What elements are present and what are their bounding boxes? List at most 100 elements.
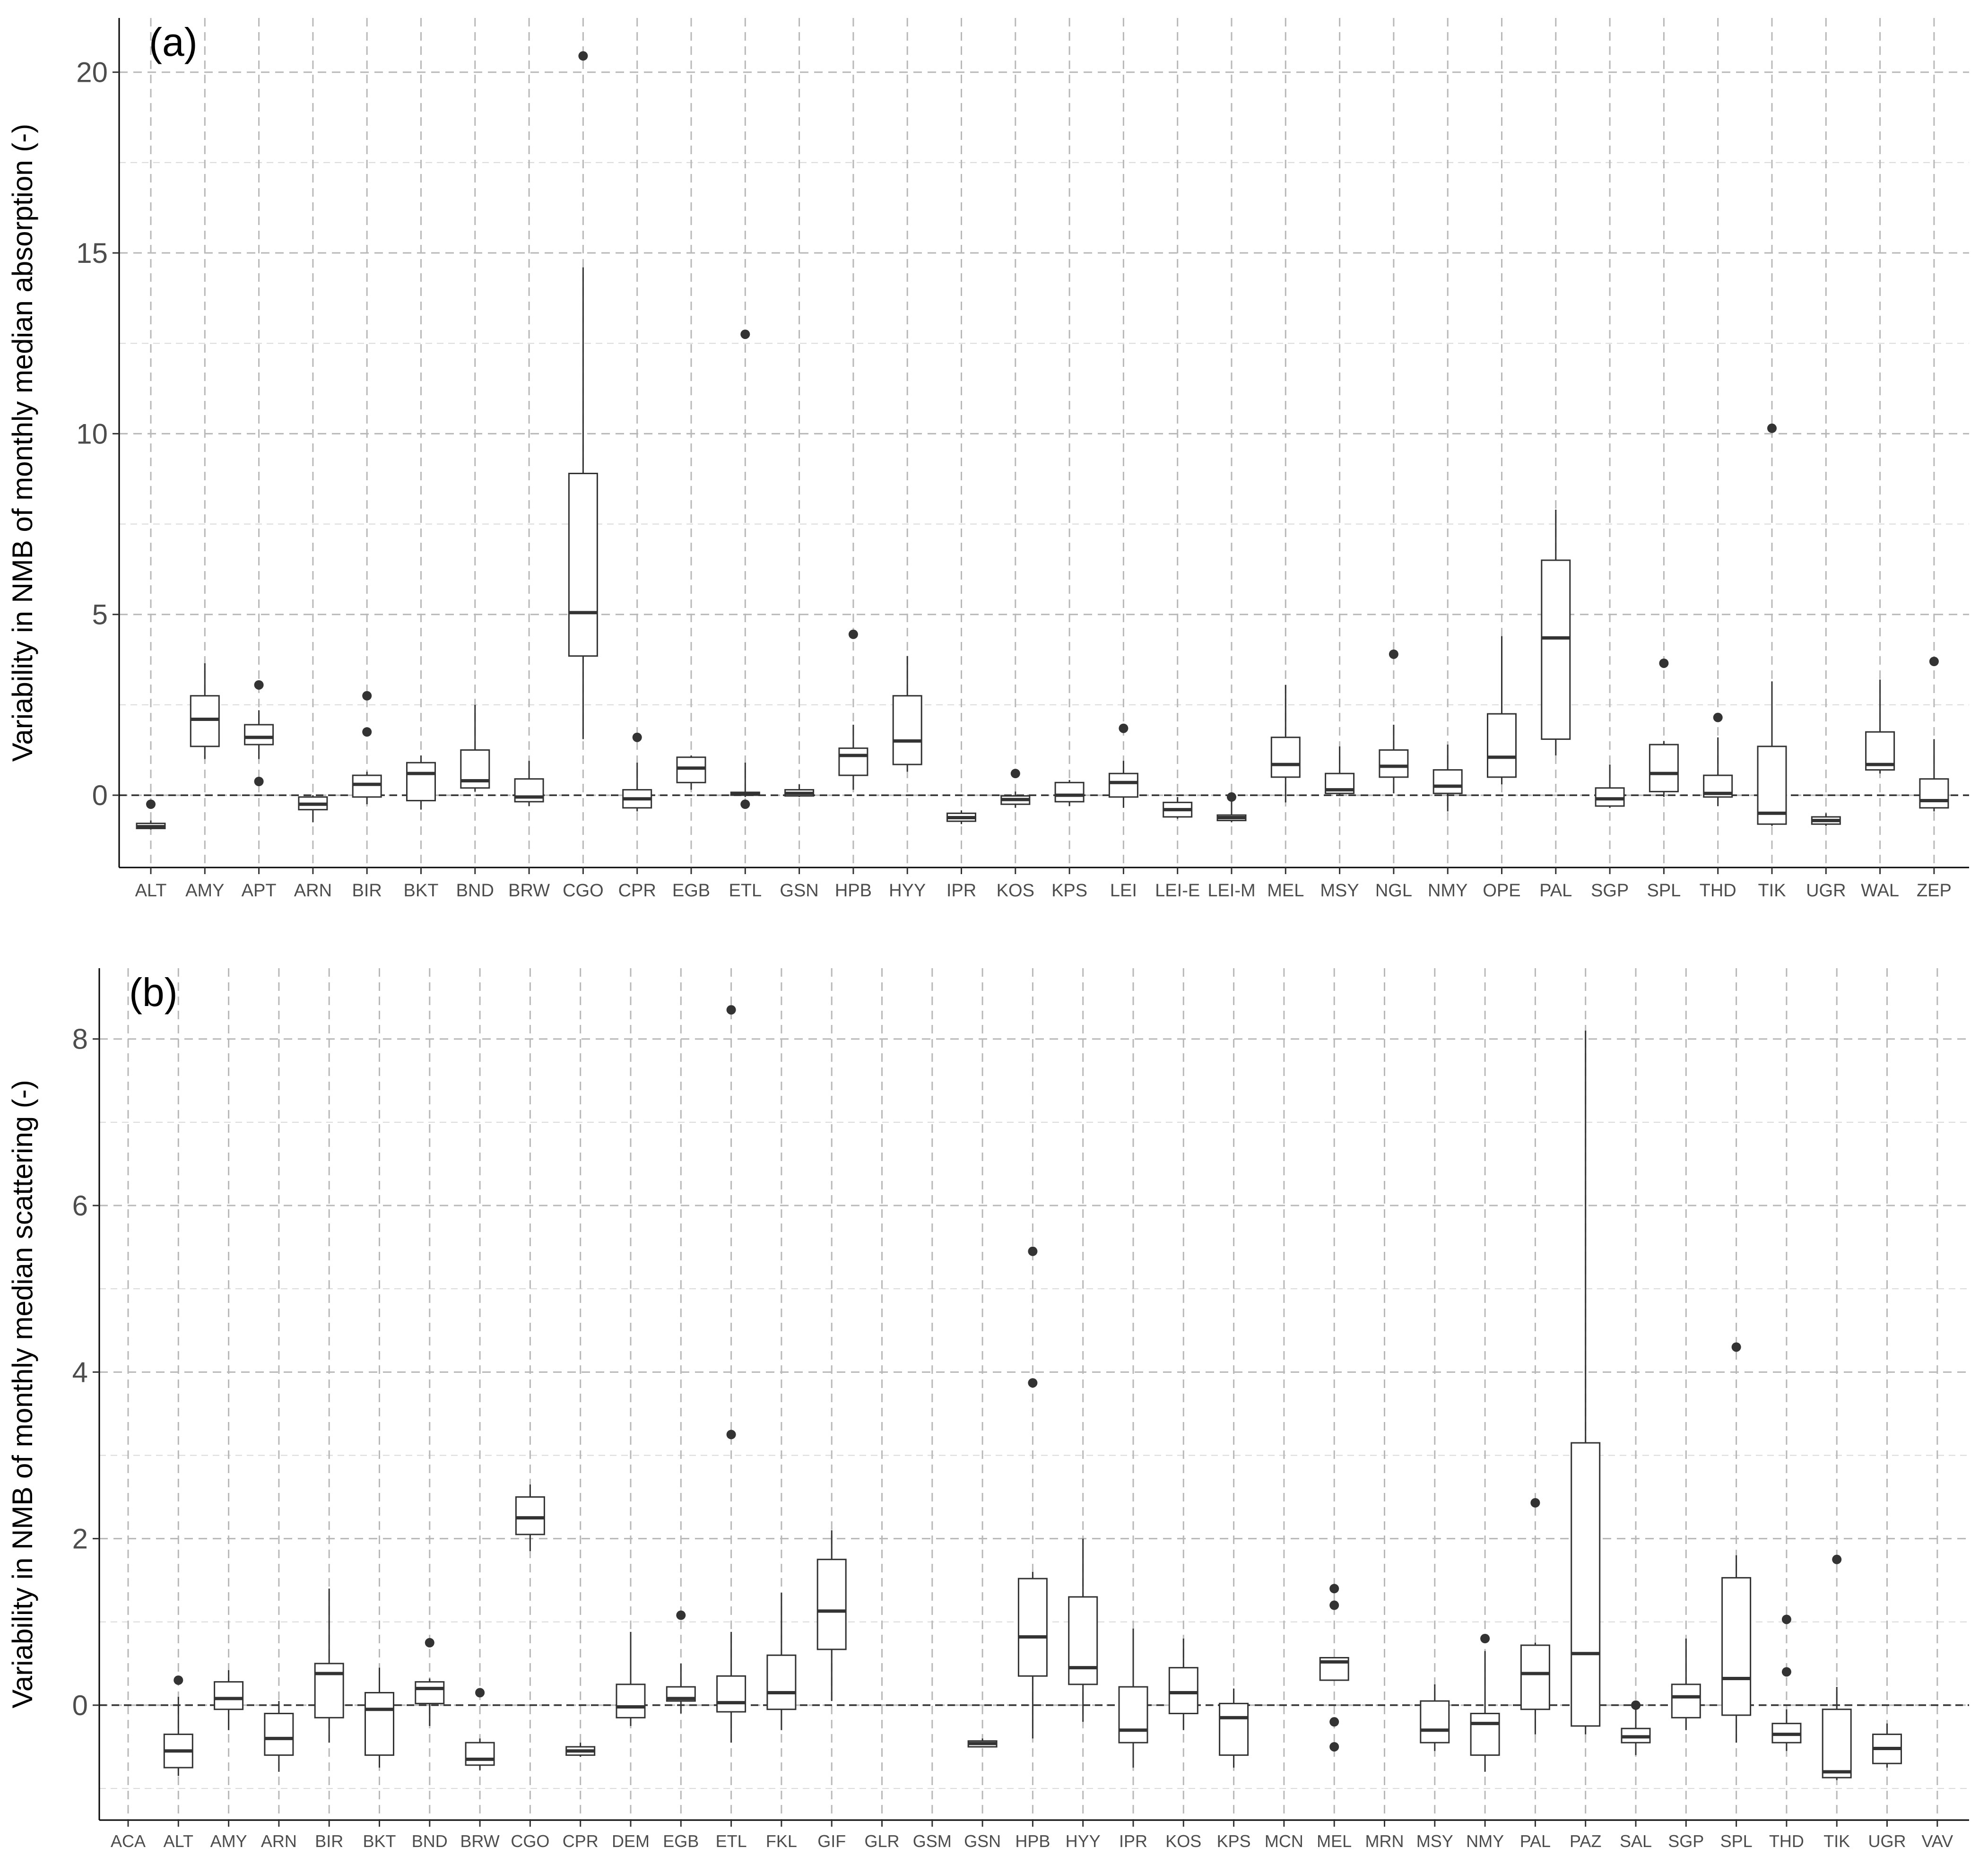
box-BND — [460, 704, 490, 792]
y-tick-label: 2 — [72, 1523, 88, 1555]
outlier-point — [1781, 1614, 1791, 1624]
outlier-point — [1329, 1742, 1339, 1752]
iqr-box — [892, 695, 922, 765]
box-THD — [1771, 1614, 1802, 1751]
box-BRW — [514, 761, 544, 807]
outlier-point — [1010, 769, 1020, 779]
iqr-box — [1541, 559, 1571, 740]
iqr-box — [190, 695, 220, 747]
box-SGP — [1671, 1638, 1701, 1730]
x-tick-label: UGR — [1806, 881, 1846, 901]
y-axis-title: Variability in NMB of monthly median abs… — [7, 124, 38, 762]
iqr-box — [1270, 737, 1301, 778]
box-ARN — [298, 795, 328, 823]
x-tick-label: CGO — [563, 881, 604, 901]
x-tick-label: NMY — [1428, 881, 1467, 901]
x-tick-label: MEL — [1317, 1831, 1352, 1851]
box-BIR — [314, 1588, 344, 1743]
iqr-box — [766, 1654, 797, 1710]
box-KPS — [1054, 780, 1085, 807]
x-tick-label: TIK — [1823, 1831, 1850, 1851]
box-UGR — [1811, 813, 1841, 826]
box-PAL — [1541, 509, 1571, 755]
box-PAZ — [1571, 1031, 1601, 1735]
x-tick-label: BKT — [363, 1831, 396, 1851]
box-MSY — [1420, 1684, 1450, 1751]
x-tick-label: KOS — [997, 881, 1034, 901]
y-tick-label: 0 — [72, 1690, 88, 1721]
box-ARN — [264, 1701, 294, 1772]
x-tick-label: EGB — [663, 1831, 699, 1851]
iqr-box — [1649, 744, 1679, 792]
box-HPB — [838, 629, 868, 790]
x-tick-label: TIK — [1758, 881, 1786, 901]
box-ALT — [136, 799, 166, 830]
box-FKL — [766, 1593, 797, 1730]
iqr-box — [816, 1559, 847, 1650]
y-tick-label: 10 — [76, 418, 108, 450]
x-tick-label: KPS — [1051, 881, 1087, 901]
x-tick-label: LEI — [1110, 881, 1137, 901]
x-tick-label: MRN — [1365, 1831, 1404, 1851]
outlier-point — [1028, 1246, 1038, 1256]
outlier-point — [1480, 1633, 1490, 1643]
iqr-box — [1487, 713, 1517, 778]
box-ZEP — [1919, 657, 1949, 812]
box-AMY — [190, 663, 220, 759]
box-BKT — [365, 1667, 394, 1768]
outlier-point — [740, 330, 750, 339]
iqr-box — [1017, 1578, 1048, 1677]
iqr-box — [1595, 787, 1625, 807]
iqr-box — [415, 1681, 445, 1704]
iqr-box — [1571, 1442, 1601, 1727]
outlier-point — [254, 680, 264, 690]
iqr-box — [1671, 1683, 1701, 1718]
box-AMY — [214, 1670, 244, 1730]
x-tick-label: HPB — [1015, 1831, 1050, 1851]
box-WAL — [1865, 679, 1895, 774]
y-tick-label: 15 — [76, 237, 108, 269]
x-tick-label: SPL — [1720, 1831, 1753, 1851]
x-tick-label: VAV — [1921, 1831, 1953, 1851]
iqr-box — [406, 762, 436, 802]
box-GSN — [784, 784, 815, 797]
outlier-point — [1329, 1600, 1339, 1610]
outlier-point — [726, 1005, 736, 1015]
panel-label: (a) — [149, 20, 198, 64]
box-EGB — [666, 1610, 696, 1714]
box-LEI — [1108, 723, 1138, 808]
x-tick-label: ZEP — [1917, 881, 1952, 901]
x-tick-label: CGO — [511, 1831, 549, 1851]
outlier-point — [1929, 657, 1939, 667]
iqr-box — [568, 472, 598, 657]
panel-label: (b) — [129, 970, 178, 1015]
iqr-box — [244, 724, 274, 746]
x-tick-label: SPL — [1647, 881, 1681, 901]
iqr-box — [1757, 746, 1787, 825]
x-tick-label: IPR — [946, 881, 976, 901]
outlier-point — [1389, 649, 1398, 659]
iqr-box — [214, 1681, 244, 1710]
outlier-point — [425, 1638, 434, 1648]
x-tick-label: HYY — [889, 881, 926, 901]
x-tick-label: THD — [1769, 1831, 1804, 1851]
x-tick-label: BKT — [404, 881, 439, 901]
x-tick-label: OPE — [1483, 881, 1520, 901]
x-tick-label: UGR — [1868, 1831, 1906, 1851]
box-TIK — [1822, 1554, 1852, 1780]
outlier-point — [146, 799, 156, 809]
box-GSN — [967, 1738, 998, 1748]
x-tick-label: HYY — [1066, 1831, 1101, 1851]
outlier-point — [848, 629, 858, 639]
y-axis-title: Variability in NMB of monthly median sca… — [7, 1080, 38, 1708]
box-DEM — [616, 1631, 646, 1726]
box-TIK — [1757, 423, 1787, 826]
x-tick-label: KOS — [1165, 1831, 1201, 1851]
outlier-point — [362, 727, 372, 737]
x-tick-label: AMY — [185, 881, 224, 901]
iqr-box — [352, 774, 382, 798]
outlier-point — [1767, 423, 1777, 433]
iqr-box — [1420, 1700, 1450, 1744]
